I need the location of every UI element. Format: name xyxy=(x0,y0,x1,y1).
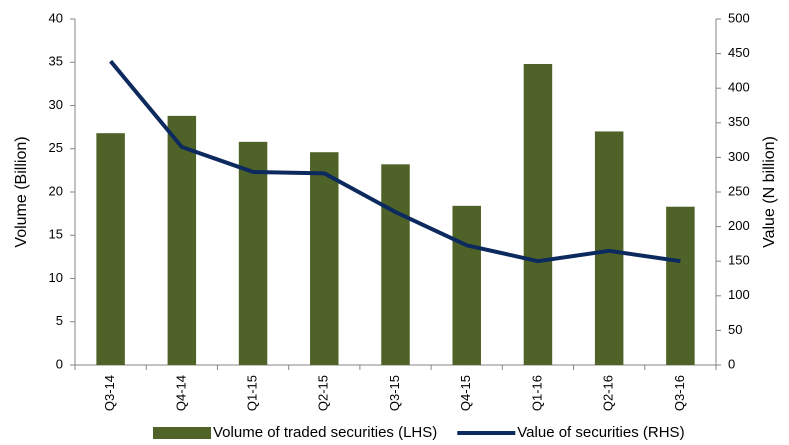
bar xyxy=(238,141,268,365)
y2-tick-label: 250 xyxy=(728,183,750,198)
y2-tick-label: 0 xyxy=(728,356,735,371)
x-tick-label: Q1-16 xyxy=(529,375,544,411)
x-tick-label: Q1-15 xyxy=(244,375,259,411)
x-tick-label: Q2-15 xyxy=(316,375,331,411)
legend-swatch xyxy=(153,427,211,439)
bar xyxy=(167,115,197,365)
y-tick-label: 40 xyxy=(49,10,63,25)
y2-tick-label: 500 xyxy=(728,10,750,25)
line xyxy=(109,59,681,264)
y2-tick-label: 50 xyxy=(728,322,742,337)
y-tick-label: 10 xyxy=(49,270,63,285)
bar xyxy=(523,63,553,365)
legend-label: Volume of traded securities (LHS) xyxy=(213,424,437,441)
y2-tick-label: 450 xyxy=(728,45,750,60)
y2-axis-label: Value (N billion) xyxy=(761,136,778,248)
bar xyxy=(666,206,695,365)
y-axis-label: Volume (Billion) xyxy=(13,136,30,247)
y-tick-label: 35 xyxy=(49,54,63,69)
y-tick-label: 5 xyxy=(56,313,63,328)
y2-tick-label: 150 xyxy=(728,253,750,268)
y-tick-label: 15 xyxy=(49,227,63,242)
y-tick-label: 20 xyxy=(49,183,63,198)
x-tick-label: Q3-16 xyxy=(672,375,687,411)
y-tick-label: 30 xyxy=(49,97,63,112)
y2-tick-label: 300 xyxy=(728,149,750,164)
y-tick-label: 0 xyxy=(56,356,63,371)
bar xyxy=(452,205,481,365)
x-tick-label: Q4-14 xyxy=(173,375,188,411)
y2-tick-label: 200 xyxy=(728,218,750,233)
x-tick-label: Q2-16 xyxy=(601,375,616,411)
x-tick-label: Q3-14 xyxy=(102,375,117,411)
y2-tick-label: 350 xyxy=(728,114,750,129)
bar xyxy=(96,133,125,365)
x-tick-label: Q4-15 xyxy=(458,375,473,411)
legend-label: Value of securities (RHS) xyxy=(517,424,684,441)
bar xyxy=(381,164,410,365)
y2-tick-label: 400 xyxy=(728,80,750,95)
x-tick-label: Q3-15 xyxy=(387,375,402,411)
bar xyxy=(594,131,624,365)
y2-tick-label: 100 xyxy=(728,287,750,302)
bar xyxy=(310,152,339,365)
y-tick-label: 25 xyxy=(49,140,63,155)
